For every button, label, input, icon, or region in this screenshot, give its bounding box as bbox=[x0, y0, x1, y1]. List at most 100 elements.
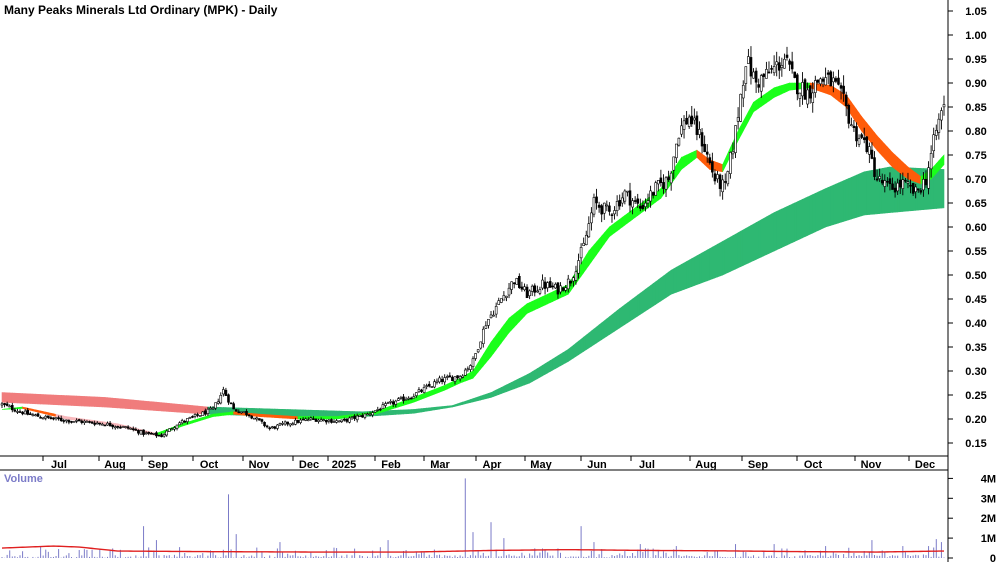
candle-body bbox=[286, 421, 289, 425]
candle-body bbox=[577, 260, 580, 274]
long-band-segment bbox=[807, 195, 811, 236]
long-band-segment bbox=[11, 392, 16, 404]
long-band-segment bbox=[524, 374, 528, 386]
long-band-segment bbox=[477, 395, 482, 401]
short-band-segment bbox=[619, 216, 623, 230]
candle-body bbox=[716, 174, 719, 180]
candle-body bbox=[515, 278, 519, 285]
candle-body bbox=[747, 56, 750, 64]
candle-body bbox=[101, 423, 104, 426]
long-band-segment bbox=[627, 300, 631, 324]
long-band-segment bbox=[444, 405, 448, 409]
y-tick-label: 0.75 bbox=[965, 150, 986, 162]
long-band-segment bbox=[387, 410, 391, 416]
short-band-segment bbox=[534, 298, 538, 311]
long-band-segment bbox=[284, 409, 288, 417]
candle-body bbox=[579, 247, 583, 259]
short-band-segment bbox=[6, 408, 11, 410]
long-band-segment bbox=[606, 316, 610, 337]
long-band-segment bbox=[637, 292, 641, 317]
short-band-segment bbox=[537, 297, 541, 310]
candle-body bbox=[206, 408, 210, 414]
short-band-segment bbox=[784, 83, 788, 94]
candle-body bbox=[139, 430, 143, 435]
short-band-segment bbox=[66, 416, 70, 420]
short-band-segment bbox=[228, 411, 232, 416]
candle-body bbox=[641, 204, 645, 209]
long-band-segment bbox=[297, 409, 301, 417]
volume-tick-label: 4M bbox=[981, 473, 996, 485]
long-band-segment bbox=[81, 396, 85, 407]
long-band-segment bbox=[45, 394, 49, 405]
long-band-segment bbox=[727, 236, 731, 274]
long-band-segment bbox=[567, 346, 572, 362]
candle-body bbox=[216, 401, 220, 404]
candle-body bbox=[934, 130, 938, 136]
long-band-segment bbox=[621, 304, 626, 327]
candle-body bbox=[245, 411, 248, 416]
candle-body bbox=[93, 422, 96, 425]
short-band-segment bbox=[63, 415, 67, 420]
candle-body bbox=[739, 93, 742, 122]
candle-body bbox=[371, 412, 374, 416]
short-band-segment bbox=[323, 416, 327, 420]
long-band-segment bbox=[935, 168, 940, 209]
candle-body bbox=[564, 287, 567, 291]
candle-body bbox=[242, 411, 246, 414]
long-band-segment bbox=[174, 403, 178, 413]
candle-body bbox=[811, 92, 815, 103]
candle-body bbox=[103, 424, 107, 427]
candle-body bbox=[775, 61, 779, 66]
long-band-segment bbox=[323, 410, 327, 417]
long-band-segment bbox=[508, 381, 512, 392]
long-band-segment bbox=[410, 409, 415, 414]
candle-body bbox=[654, 182, 658, 196]
long-band-segment bbox=[434, 406, 438, 411]
candle-body bbox=[317, 419, 320, 422]
candle-body bbox=[780, 65, 784, 68]
candle-body bbox=[330, 419, 333, 423]
long-band-segment bbox=[575, 340, 579, 357]
candle-body bbox=[620, 197, 624, 204]
long-band-segment bbox=[318, 410, 322, 417]
candle-body bbox=[458, 376, 462, 380]
candle-body bbox=[682, 120, 686, 130]
candle-body bbox=[741, 84, 745, 99]
long-band-segment bbox=[331, 410, 335, 417]
short-band-segment bbox=[199, 416, 204, 422]
long-band-segment bbox=[796, 200, 801, 241]
short-band-segment bbox=[544, 293, 548, 306]
candle-body bbox=[772, 66, 776, 74]
candle-body bbox=[188, 417, 192, 419]
short-band-segment bbox=[53, 413, 57, 417]
long-band-segment bbox=[596, 324, 600, 344]
long-band-segment bbox=[104, 397, 108, 408]
short-band-segment bbox=[894, 154, 898, 172]
candle-body bbox=[116, 426, 120, 428]
candle-body bbox=[852, 125, 856, 128]
short-band-segment bbox=[771, 87, 775, 100]
long-band-segment bbox=[830, 184, 834, 226]
short-band-segment bbox=[387, 405, 391, 411]
long-band-segment bbox=[325, 410, 330, 417]
long-band-segment bbox=[398, 409, 402, 415]
candle-body bbox=[456, 375, 459, 379]
short-band-segment bbox=[683, 154, 687, 169]
candle-body bbox=[940, 110, 943, 121]
short-band-segment bbox=[889, 149, 893, 168]
long-band-segment bbox=[861, 171, 865, 217]
candle-body bbox=[713, 173, 717, 182]
candle-body bbox=[77, 419, 81, 422]
long-band-segment bbox=[163, 402, 168, 412]
long-band-segment bbox=[181, 404, 186, 413]
candle-body bbox=[734, 125, 737, 153]
candle-body bbox=[703, 143, 706, 152]
long-band-segment bbox=[521, 375, 525, 387]
candle-body bbox=[644, 202, 647, 207]
short-band-segment bbox=[398, 401, 402, 408]
long-band-segment bbox=[187, 404, 191, 414]
long-band-segment bbox=[542, 363, 546, 377]
candle-body bbox=[376, 409, 380, 411]
candle-body bbox=[569, 281, 573, 284]
x-tick-label: Jul bbox=[639, 459, 655, 471]
